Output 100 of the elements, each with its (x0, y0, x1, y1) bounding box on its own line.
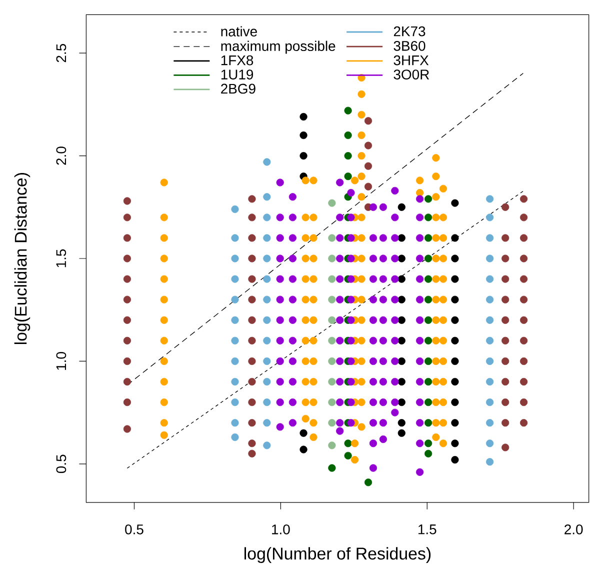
point (424, 440, 432, 448)
point (231, 234, 239, 242)
point (263, 419, 271, 427)
point (328, 296, 336, 304)
point (451, 336, 459, 344)
point (248, 398, 256, 406)
point (364, 182, 372, 190)
point (231, 316, 239, 324)
point (486, 357, 494, 365)
point (263, 214, 271, 222)
point (123, 214, 132, 222)
point (263, 316, 271, 324)
point (451, 456, 459, 464)
point (520, 234, 528, 242)
point (486, 214, 494, 222)
point (520, 195, 528, 203)
point (248, 316, 256, 324)
point (123, 378, 132, 386)
point (398, 378, 406, 386)
point (123, 275, 132, 283)
point (300, 429, 308, 437)
point (123, 234, 132, 242)
point (424, 398, 432, 406)
point (123, 316, 132, 324)
point (451, 440, 459, 448)
point (520, 336, 528, 344)
y-tick-label: 1.0 (56, 352, 66, 370)
y-tick-label: 2.5 (56, 44, 66, 62)
point (328, 464, 336, 472)
point (263, 336, 271, 344)
point (231, 296, 239, 304)
point (502, 254, 510, 262)
point (502, 234, 510, 242)
point (502, 203, 510, 211)
point (300, 112, 308, 121)
point (328, 254, 336, 262)
point (424, 419, 432, 427)
point (424, 357, 432, 365)
y-tick-label: 0.5 (56, 454, 66, 474)
point (502, 296, 510, 304)
point (123, 336, 132, 344)
y-tick-label: 2.0 (56, 146, 66, 165)
point (248, 440, 256, 448)
y-tick-label: 1.5 (56, 249, 66, 268)
point (248, 450, 256, 458)
point (328, 357, 336, 365)
point (486, 195, 494, 203)
point (123, 254, 132, 262)
point (398, 357, 406, 365)
point (451, 316, 459, 324)
point (248, 195, 256, 203)
point (424, 336, 432, 344)
point (263, 254, 271, 262)
point (263, 442, 271, 450)
point (451, 234, 459, 242)
point (486, 296, 494, 304)
point (486, 419, 494, 427)
point (344, 106, 352, 114)
point (344, 172, 352, 180)
point (520, 357, 528, 365)
point (328, 378, 336, 386)
point (231, 336, 239, 344)
point (520, 398, 528, 406)
point (520, 378, 528, 386)
point (502, 398, 510, 406)
point (344, 440, 352, 448)
legend-label: 2K73 (394, 26, 426, 36)
point (263, 296, 271, 304)
point (344, 152, 352, 160)
point (248, 378, 256, 386)
point (398, 234, 406, 242)
point (451, 419, 459, 427)
point (231, 357, 239, 365)
x-tick-label: 2.0 (564, 524, 583, 534)
point (248, 419, 256, 427)
x-tick-label: 1.0 (272, 524, 290, 534)
point (502, 378, 510, 386)
legend-label: maximum possible (221, 40, 336, 54)
point (231, 205, 239, 214)
point (263, 158, 271, 166)
point (231, 419, 239, 427)
point (520, 419, 528, 427)
legend-label: 3HFX (394, 55, 429, 66)
point (364, 478, 372, 486)
point (486, 336, 494, 344)
point (328, 442, 336, 450)
point (424, 195, 432, 203)
point (486, 234, 494, 242)
x-tick-label: 0.5 (125, 524, 144, 534)
point (486, 316, 494, 324)
point (486, 275, 494, 283)
point (451, 199, 459, 207)
point (248, 234, 256, 242)
legend-label: 3O0R (394, 70, 430, 80)
point (398, 254, 406, 262)
point (398, 203, 406, 211)
point (520, 214, 528, 222)
point (486, 398, 494, 406)
point (424, 234, 432, 242)
point (328, 234, 336, 242)
